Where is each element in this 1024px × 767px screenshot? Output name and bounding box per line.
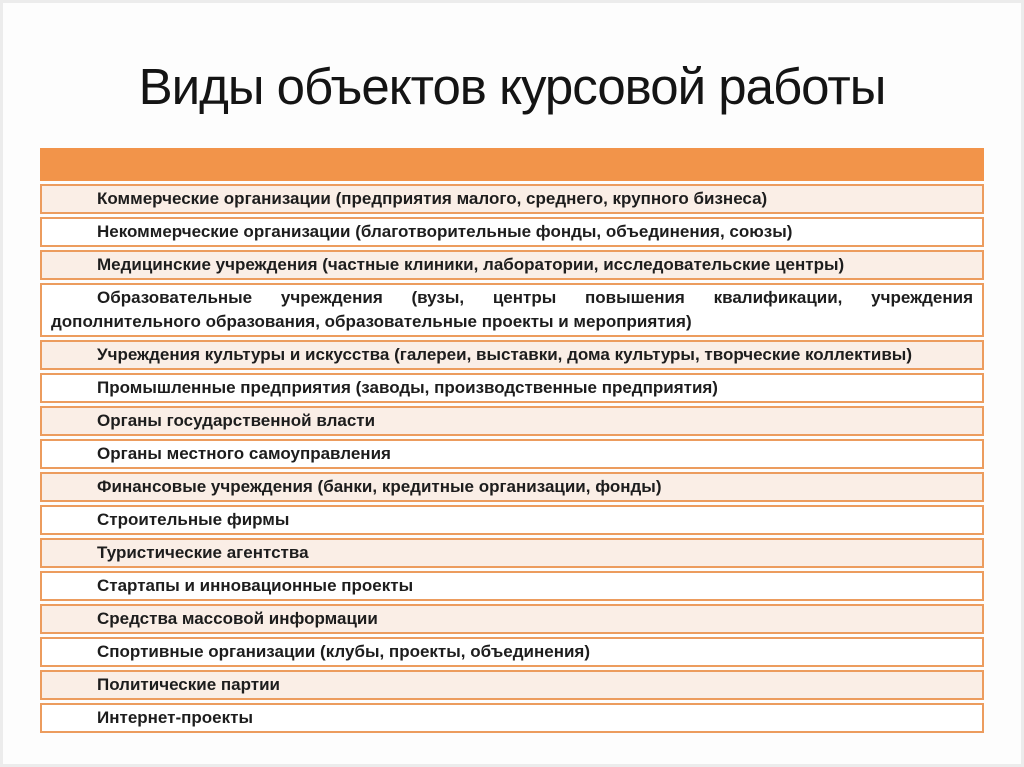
table-row: Органы государственной власти	[40, 406, 984, 436]
table-row: Туристические агентства	[40, 538, 984, 568]
table-row: Стартапы и инновационные проекты	[40, 571, 984, 601]
table-row: Органы местного самоуправления	[40, 439, 984, 469]
table-row: Средства массовой информации	[40, 604, 984, 634]
slide-title: Виды объектов курсовой работы	[138, 58, 887, 115]
table-row: Медицинские учреждения (частные клиники,…	[40, 250, 984, 280]
table-row: Образовательные учреждения (вузы, центры…	[40, 283, 984, 337]
table-row: Коммерческие организации (предприятия ма…	[40, 184, 984, 214]
table-header-row	[40, 148, 984, 181]
table-row: Некоммерческие организации (благотворите…	[40, 217, 984, 247]
table-body: Коммерческие организации (предприятия ма…	[40, 184, 984, 733]
table-row: Финансовые учреждения (банки, кредитные …	[40, 472, 984, 502]
table-row: Политические партии	[40, 670, 984, 700]
table-row: Спортивные организации (клубы, проекты, …	[40, 637, 984, 667]
table-row: Промышленные предприятия (заводы, произв…	[40, 373, 984, 403]
table-row: Интернет-проекты	[40, 703, 984, 733]
table-row: Строительные фирмы	[40, 505, 984, 535]
object-types-table: Коммерческие организации (предприятия ма…	[40, 148, 984, 733]
table-row: Учреждения культуры и искусства (галереи…	[40, 340, 984, 370]
